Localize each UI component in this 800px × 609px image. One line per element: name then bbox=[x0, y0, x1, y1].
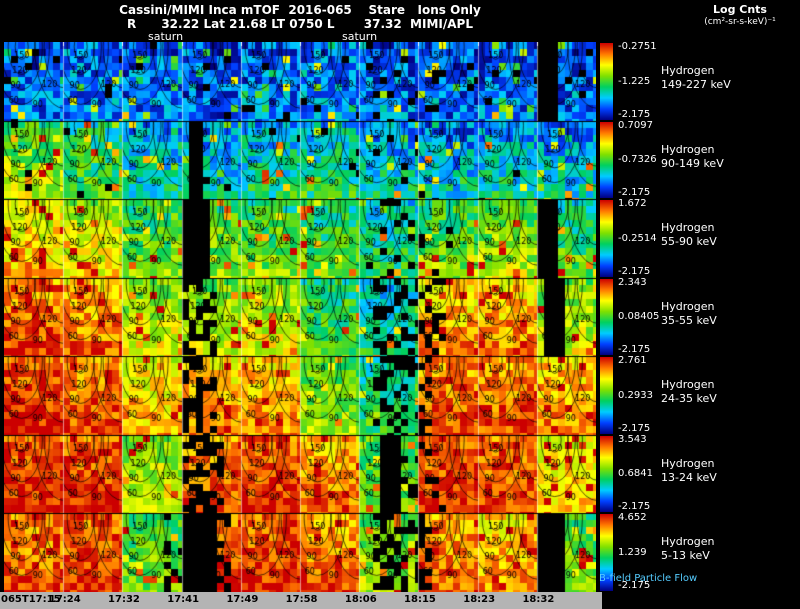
scale-min-label: -2.175 bbox=[618, 266, 651, 277]
time-tick-label: 17:41 bbox=[167, 594, 200, 605]
units-line1: Log Cnts bbox=[713, 3, 767, 16]
scale-mid-label: -0.2514 bbox=[618, 233, 657, 244]
page-title: Cassini/MIMI Inca mTOF 2016-065 Stare Io… bbox=[119, 3, 481, 17]
row-species-label: Hydrogen bbox=[661, 457, 715, 470]
colorbar bbox=[600, 514, 613, 591]
row-label: Hydrogen 5-13 keV bbox=[661, 535, 715, 563]
scale-max-label: 3.543 bbox=[618, 434, 647, 445]
row-label: Hydrogen 24-35 keV bbox=[661, 378, 717, 406]
scale-mid-label: 0.08405 bbox=[618, 311, 660, 322]
scale-mid-label: 0.6841 bbox=[618, 468, 653, 479]
row-species-label: Hydrogen bbox=[661, 221, 715, 234]
scale-max-label: 0.7097 bbox=[618, 120, 653, 131]
scale-max-label: 1.672 bbox=[618, 198, 647, 209]
row-species-label: Hydrogen bbox=[661, 378, 715, 391]
row-label: Hydrogen 35-55 keV bbox=[661, 300, 717, 328]
row-label: Hydrogen 55-90 keV bbox=[661, 221, 717, 249]
row-energy-label: 149-227 keV bbox=[661, 78, 731, 91]
time-tick-label: 065T17:15 bbox=[1, 594, 61, 605]
colorbar bbox=[600, 200, 613, 277]
row-label: Hydrogen 149-227 keV bbox=[661, 64, 731, 92]
row-label: Hydrogen 90-149 keV bbox=[661, 143, 724, 171]
time-tick-label: 17:58 bbox=[285, 594, 318, 605]
saturn-marker-right: saturn bbox=[342, 30, 378, 43]
bfield-flow-label: B-field Particle Flow bbox=[599, 573, 698, 584]
scale-min-label: -2.175 bbox=[618, 580, 651, 591]
colorbar-units-label: Log Cnts (cm²-sr-s-keV)⁻¹ bbox=[683, 3, 797, 29]
row-energy-label: 90-149 keV bbox=[661, 157, 724, 170]
scale-min-label: -2.175 bbox=[618, 501, 651, 512]
ephemeris-line: R 32.22 Lat 21.68 LT 0750 L 37.32 MIMI/A… bbox=[127, 17, 473, 31]
time-tick-label: 17:32 bbox=[108, 594, 140, 605]
scale-min-label: -2.175 bbox=[618, 423, 651, 434]
time-tick-label: 18:06 bbox=[344, 594, 377, 605]
row-energy-label: 5-13 keV bbox=[661, 549, 710, 562]
scale-max-label: 4.652 bbox=[618, 512, 647, 523]
row-species-label: Hydrogen bbox=[661, 64, 715, 77]
scale-mid-label: 1.239 bbox=[618, 547, 647, 558]
scale-min-label: -2.175 bbox=[618, 109, 651, 120]
scale-max-label: 2.761 bbox=[618, 355, 647, 366]
row-species-label: Hydrogen bbox=[661, 143, 715, 156]
spectrogram-canvas bbox=[4, 42, 596, 592]
row-label: Hydrogen 13-24 keV bbox=[661, 457, 717, 485]
time-tick-label: 18:15 bbox=[404, 594, 436, 605]
scale-min-label: -2.175 bbox=[618, 187, 651, 198]
row-energy-label: 55-90 keV bbox=[661, 235, 717, 248]
scale-mid-label: 0.2933 bbox=[618, 390, 653, 401]
row-energy-label: 13-24 keV bbox=[661, 471, 717, 484]
scale-max-label: -0.2751 bbox=[618, 41, 657, 52]
scale-mid-label: -1.225 bbox=[618, 76, 651, 87]
scale-min-label: -2.175 bbox=[618, 344, 651, 355]
time-tick-label: 18:23 bbox=[463, 594, 496, 605]
colorbar bbox=[600, 122, 613, 198]
colorbar bbox=[600, 357, 613, 434]
colorbar bbox=[600, 279, 613, 355]
scale-mid-label: -0.7326 bbox=[618, 154, 657, 165]
colorbar bbox=[600, 436, 613, 512]
time-tick-label: 17:49 bbox=[226, 594, 259, 605]
row-energy-label: 35-55 keV bbox=[661, 314, 717, 327]
time-axis: 065T17:15 17:24 17:32 17:41 17:49 17:58 18:06 1… bbox=[0, 592, 602, 609]
colorbar bbox=[600, 43, 613, 120]
time-tick-label: 18:32 bbox=[522, 594, 555, 605]
scale-max-label: 2.343 bbox=[618, 277, 647, 288]
row-species-label: Hydrogen bbox=[661, 300, 715, 313]
row-energy-label: 24-35 keV bbox=[661, 392, 717, 405]
saturn-marker-left: saturn bbox=[148, 30, 184, 43]
time-tick-label: 17:24 bbox=[48, 594, 81, 605]
row-species-label: Hydrogen bbox=[661, 535, 715, 548]
units-line2: (cm²-sr-s-keV)⁻¹ bbox=[704, 17, 776, 27]
